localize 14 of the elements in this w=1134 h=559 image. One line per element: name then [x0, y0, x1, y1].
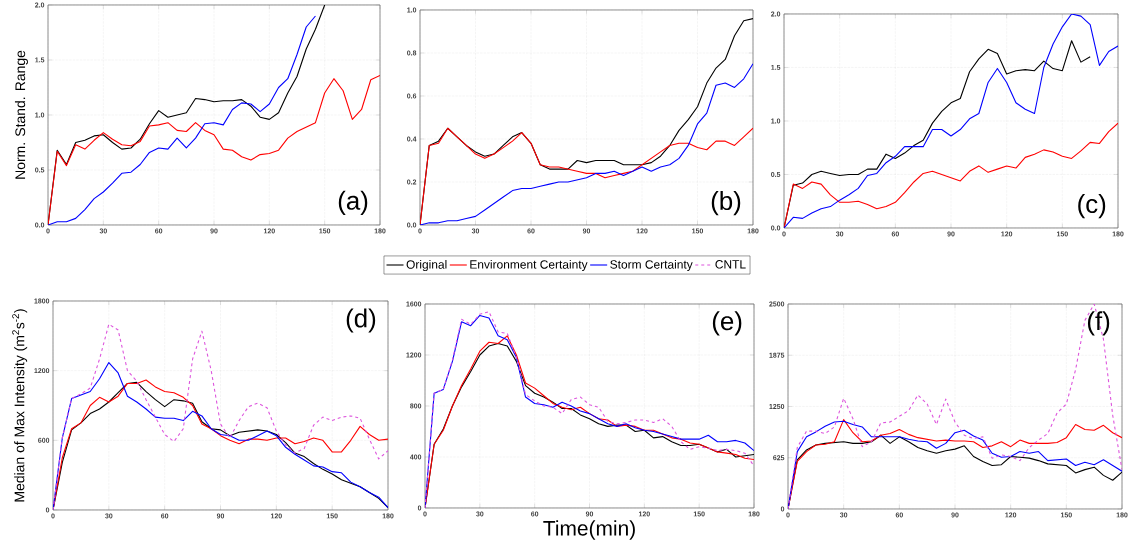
legend-label: CNTL: [715, 260, 746, 269]
annotation: (e): [712, 311, 742, 336]
annotation: (f): [1087, 311, 1110, 336]
line-series: [788, 303, 1123, 509]
y-axis-title: Norm. Stand. Range: [14, 50, 28, 179]
legend-label: Environment Certainty: [470, 259, 588, 272]
annotation: (c): [1078, 194, 1106, 219]
y-axis-title: Median of Max Intensity (m$^{2}$s$^{-2}$): [12, 309, 28, 502]
x-axis-title: Time(min): [543, 520, 635, 540]
annotation: (a): [338, 190, 368, 215]
annotation: (b): [711, 191, 741, 216]
legend-label: Storm Certainty: [610, 259, 693, 272]
legend-label: Original: [406, 259, 447, 272]
annotation: (d): [346, 308, 376, 333]
